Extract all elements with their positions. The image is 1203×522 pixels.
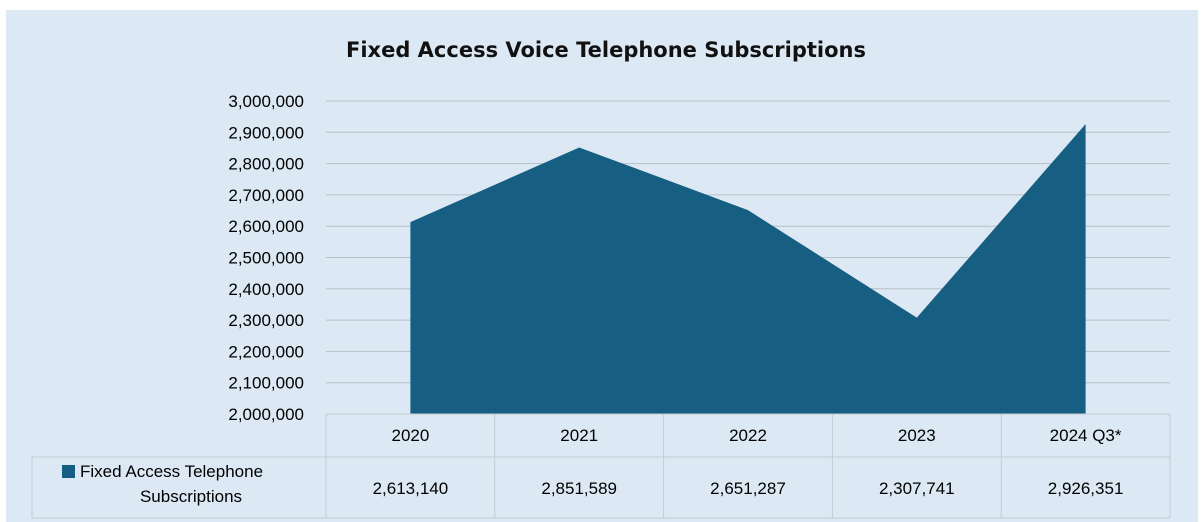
y-tick-label: 2,300,000 [228, 311, 304, 330]
y-tick-label: 2,000,000 [228, 405, 304, 424]
category-label: 2023 [898, 426, 936, 445]
category-label: 2022 [729, 426, 767, 445]
chart-svg: Fixed Access Voice Telephone Subscriptio… [31, 38, 1171, 519]
y-tick-label: 2,100,000 [228, 374, 304, 393]
series-area-layer [410, 124, 1086, 415]
category-label: 2021 [560, 426, 598, 445]
chart-area: Fixed Access Voice Telephone Subscriptio… [6, 10, 1198, 522]
legend-label-line: Fixed Access Telephone [80, 462, 263, 481]
table-value-cell: 2,307,741 [879, 479, 955, 498]
table-value-cell: 2,651,287 [710, 479, 786, 498]
y-tick-label: 2,600,000 [228, 217, 304, 236]
y-tick-label: 2,200,000 [228, 342, 304, 361]
legend-swatch [62, 465, 75, 478]
table-value-cell: 2,926,351 [1048, 479, 1124, 498]
y-tick-label: 2,400,000 [228, 280, 304, 299]
y-tick-label: 2,500,000 [228, 249, 304, 268]
y-tick-label: 2,700,000 [228, 186, 304, 205]
series-area [410, 124, 1086, 415]
chart-title: Fixed Access Voice Telephone Subscriptio… [346, 38, 866, 62]
table-value-cell: 2,851,589 [541, 479, 617, 498]
legend-label-line: Subscriptions [140, 487, 242, 506]
y-tick-label: 3,000,000 [228, 92, 304, 111]
y-tick-label: 2,900,000 [228, 123, 304, 142]
y-axis-tick-labels: 2,000,000 2,100,000 2,200,000 2,300,000 2,40… [228, 92, 304, 424]
table-value-cell: 2,613,140 [373, 479, 449, 498]
y-tick-label: 2,800,000 [228, 155, 304, 174]
category-label: 2024 Q3* [1050, 426, 1122, 445]
data-table: 2020 2021 2022 2023 2024 Q3* 2,613,140 2,851,5… [31, 413, 1171, 519]
category-label: 2020 [391, 426, 429, 445]
